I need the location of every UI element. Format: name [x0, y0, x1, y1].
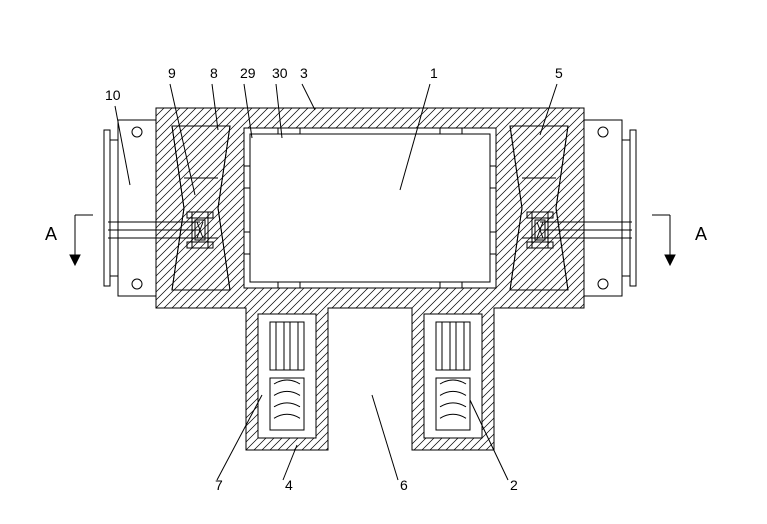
- callout-4: 4: [283, 445, 297, 493]
- callout-label: 30: [272, 65, 288, 81]
- callout-label: 2: [510, 477, 518, 493]
- leg-internals: [270, 322, 304, 430]
- section-letter: A: [45, 224, 57, 244]
- callout-label: 7: [215, 477, 223, 493]
- mount-left: [104, 120, 156, 296]
- inner-tabs: [244, 128, 496, 288]
- callout-label: 10: [105, 87, 121, 103]
- callout-label: 4: [285, 477, 293, 493]
- callout-3: 3: [300, 65, 315, 110]
- inner-cavity: [244, 128, 496, 288]
- callout-label: 9: [168, 65, 176, 81]
- section-letter: A: [695, 224, 707, 244]
- leg-internals: [436, 322, 470, 430]
- callout-label: 8: [210, 65, 218, 81]
- section-mark-left: A: [45, 215, 93, 265]
- section-mark-right: A: [652, 215, 707, 265]
- mount-right: [584, 120, 636, 296]
- callout-label: 3: [300, 65, 308, 81]
- callout-6: 6: [372, 395, 408, 493]
- callout-label: 5: [555, 65, 563, 81]
- callout-label: 6: [400, 477, 408, 493]
- callout-label: 29: [240, 65, 256, 81]
- callout-label: 1: [430, 65, 438, 81]
